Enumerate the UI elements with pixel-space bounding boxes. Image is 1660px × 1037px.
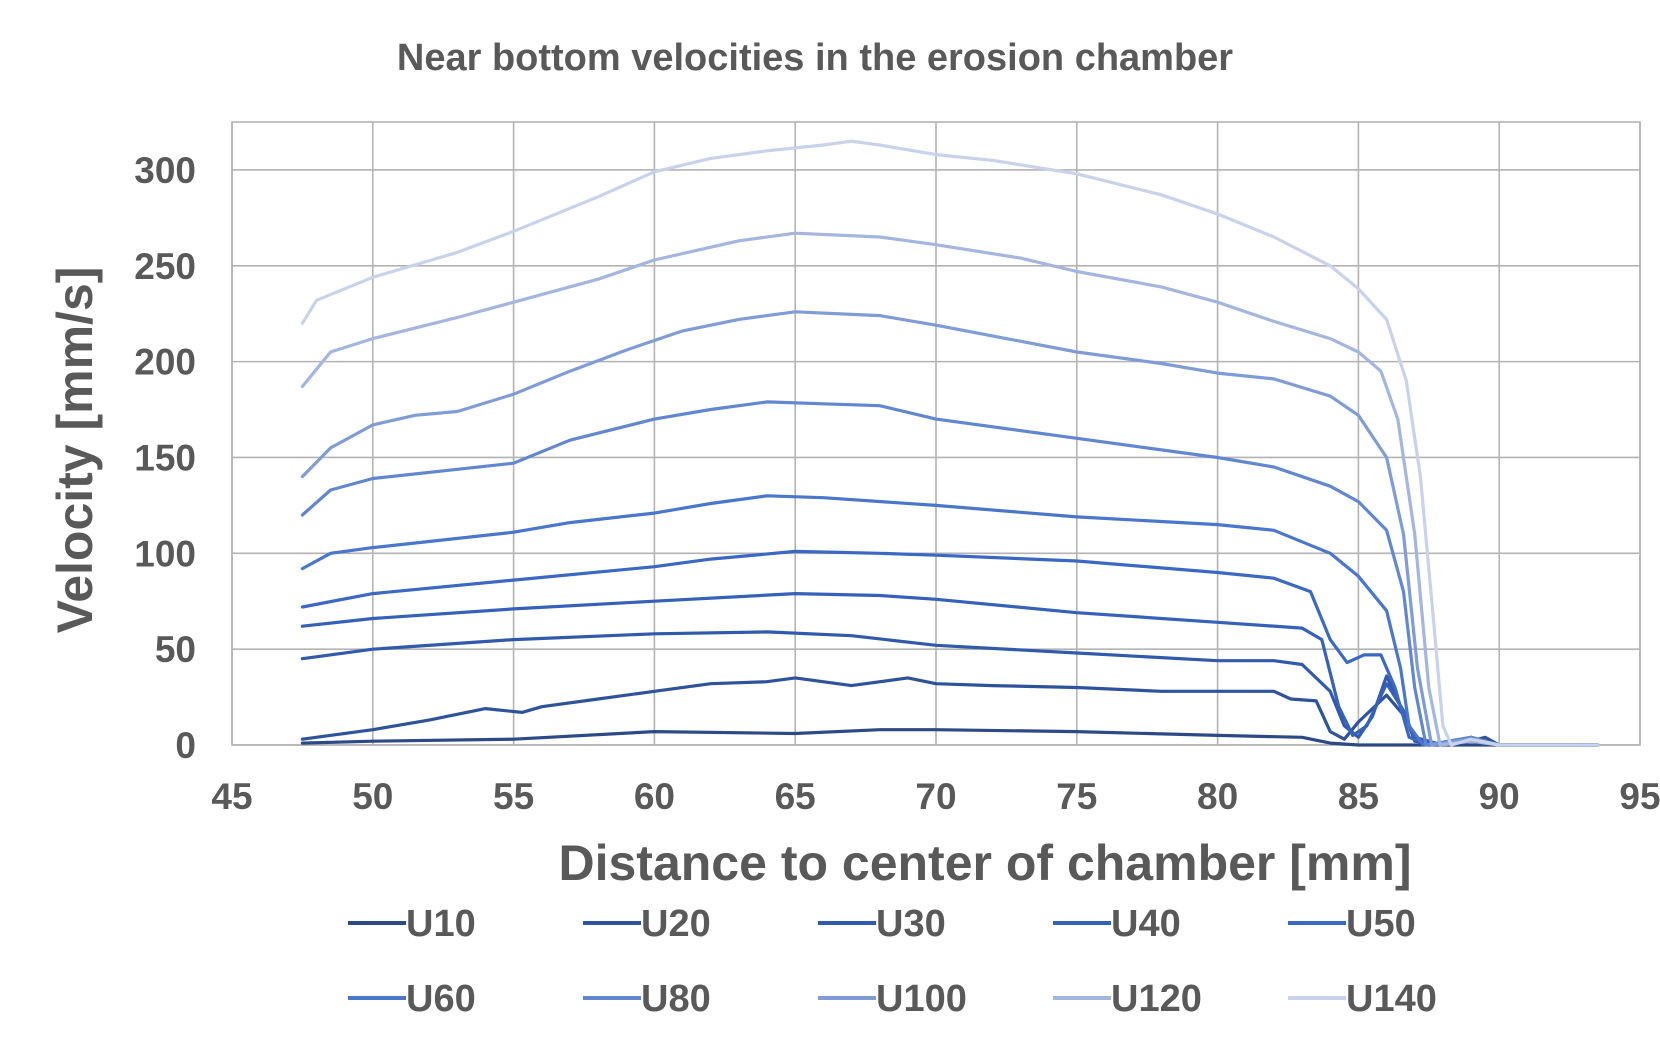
y-tick-label: 300 (134, 150, 196, 191)
legend-label: U60 (406, 978, 476, 1020)
grid-lines (231, 121, 1641, 746)
legend-label: U30 (876, 903, 946, 945)
y-tick-label: 150 (134, 437, 196, 478)
legend-item-u80: U80 (583, 978, 711, 1020)
series-line-u140 (300, 139, 1600, 747)
y-axis-label: Velocity [mm/s] (47, 267, 103, 634)
legend-label: U100 (876, 978, 967, 1020)
y-axis-ticks: 0 50 100 150 200 250 300 (134, 150, 196, 766)
series-line-u80 (300, 400, 1600, 747)
legend-label: U10 (406, 903, 476, 945)
x-tick-label: 55 (493, 776, 534, 817)
legend-item-u10: U10 (348, 903, 476, 945)
x-tick-label: 80 (1197, 776, 1238, 817)
chart-title: Near bottom velocities in the erosion ch… (397, 37, 1233, 79)
legend-item-u40: U40 (1053, 903, 1181, 945)
legend-item-u100: U100 (818, 978, 967, 1020)
x-tick-label: 85 (1338, 776, 1379, 817)
series-line-u100 (300, 310, 1600, 747)
x-tick-label: 90 (1479, 776, 1520, 817)
y-tick-label: 0 (175, 725, 196, 766)
x-tick-label: 45 (211, 776, 252, 817)
legend-item-u20: U20 (583, 903, 711, 945)
legend-label: U40 (1111, 903, 1181, 945)
series-line-u120 (300, 231, 1600, 747)
y-tick-label: 200 (134, 342, 196, 383)
x-tick-label: 50 (352, 776, 393, 817)
y-tick-label: 250 (134, 246, 196, 287)
legend-label: U20 (641, 903, 711, 945)
x-axis-ticks: 45 50 55 60 65 70 75 80 85 90 95 (211, 776, 1660, 817)
x-tick-label: 60 (634, 776, 675, 817)
x-tick-label: 70 (915, 776, 956, 817)
legend-label: U50 (1346, 903, 1416, 945)
legend: U10 U20 U30 U40 U50 U60 U80 U100 U120 U140 (348, 903, 1437, 1020)
legend-item-u50: U50 (1288, 903, 1416, 945)
legend-item-u140: U140 (1288, 978, 1437, 1020)
legend-label: U120 (1111, 978, 1202, 1020)
legend-label: U80 (641, 978, 711, 1020)
x-tick-label: 65 (775, 776, 816, 817)
legend-item-u60: U60 (348, 978, 476, 1020)
legend-item-u30: U30 (818, 903, 946, 945)
y-tick-label: 100 (134, 533, 196, 574)
x-tick-label: 75 (1056, 776, 1097, 817)
series-line-u60 (300, 494, 1600, 747)
y-tick-label: 50 (155, 629, 196, 670)
legend-item-u120: U120 (1053, 978, 1202, 1020)
series-line-u50 (300, 549, 1600, 747)
x-tick-label: 95 (1619, 776, 1660, 817)
x-axis-label: Distance to center of chamber [mm] (559, 835, 1412, 891)
series-layer (300, 139, 1600, 747)
legend-label: U140 (1346, 978, 1437, 1020)
series-line-u10 (300, 728, 1600, 747)
